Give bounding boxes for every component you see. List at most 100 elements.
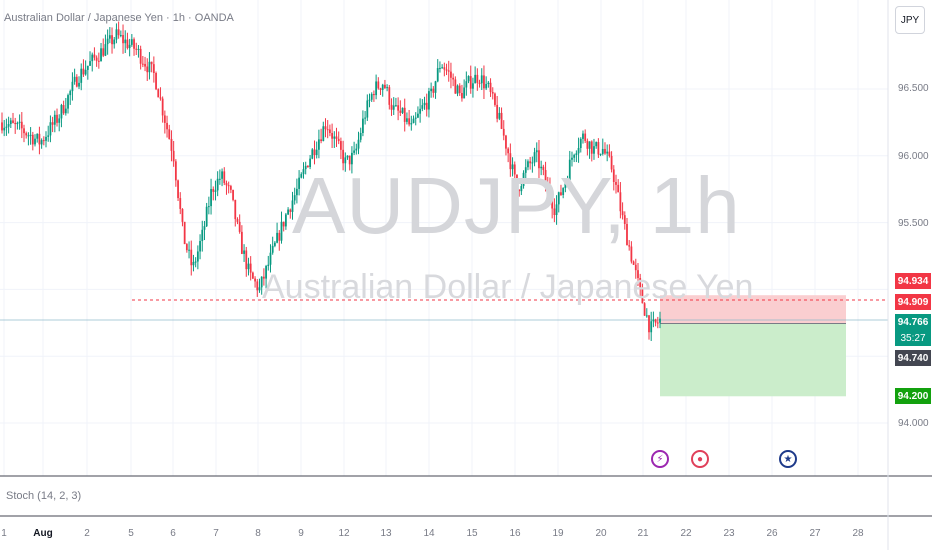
candle-body	[641, 287, 644, 304]
candle-body	[306, 165, 309, 167]
candle-body	[467, 76, 470, 82]
candle-body	[509, 153, 512, 170]
candle-body	[225, 183, 228, 186]
candle-body	[27, 135, 30, 137]
candle-body	[584, 133, 587, 141]
candle-body	[304, 165, 307, 170]
candle-body	[240, 231, 243, 254]
candle-body	[357, 139, 360, 149]
date-tick-label: 7	[213, 528, 219, 539]
candle-body	[322, 126, 325, 142]
candle-body	[487, 82, 490, 85]
candle-body	[364, 117, 367, 119]
candle-body	[335, 136, 338, 139]
stop-price-tag: 94.934	[895, 273, 931, 289]
candle-body	[632, 261, 635, 265]
candle-body	[124, 39, 127, 44]
candle-body	[97, 60, 100, 62]
candle-body	[566, 180, 569, 183]
candle-body	[634, 264, 637, 271]
candle-body	[113, 39, 116, 45]
candle-body	[3, 127, 6, 131]
candle-body	[31, 134, 34, 145]
candle-body	[183, 221, 186, 245]
candle-body	[454, 79, 457, 94]
candle-body	[630, 246, 633, 262]
candle-body	[69, 91, 72, 96]
candle-body	[262, 276, 265, 279]
candle-body	[62, 105, 65, 114]
candle-body	[612, 169, 615, 182]
candle-body	[86, 65, 89, 70]
candle-body	[223, 171, 226, 184]
candle-body	[379, 88, 382, 90]
candle-body	[258, 287, 261, 291]
candle-body	[207, 206, 210, 208]
candle-body	[542, 166, 545, 171]
candle-body	[461, 93, 463, 99]
watermark-name: Australian Dollar / Japanese Yen	[262, 268, 754, 306]
candle-body	[610, 155, 613, 170]
candle-body	[157, 89, 160, 98]
candle-body	[346, 155, 349, 158]
candle-body	[593, 146, 595, 154]
candle-body	[623, 215, 626, 224]
candle-body	[348, 155, 351, 165]
candle-body	[174, 161, 177, 181]
date-tick-label: 19	[552, 528, 564, 539]
candle-body	[465, 81, 468, 88]
candle-body	[104, 44, 107, 56]
candle-body	[64, 108, 67, 114]
candle-body	[441, 67, 444, 69]
candle-body	[315, 149, 318, 156]
candle-body	[590, 141, 593, 154]
candle-body	[271, 245, 274, 253]
date-tick-label: 9	[298, 528, 304, 539]
candle-body	[234, 199, 237, 220]
stoch-indicator-label[interactable]: Stoch (14, 2, 3)	[6, 490, 82, 502]
candle-body	[122, 35, 124, 44]
candle-body	[568, 159, 571, 181]
candle-body	[168, 129, 171, 139]
candle-body	[269, 252, 272, 265]
candle-body	[49, 122, 52, 136]
candle-body	[284, 214, 287, 227]
candle-body	[280, 221, 283, 241]
flag-au-icon[interactable]: ★	[779, 450, 797, 468]
candle-body	[432, 88, 435, 93]
candle-body	[476, 74, 479, 83]
candle-body	[181, 208, 184, 222]
candle-body	[601, 148, 604, 154]
candle-body	[494, 93, 496, 105]
candle-body	[29, 134, 32, 136]
candle-body	[45, 136, 47, 141]
candle-body	[163, 115, 166, 123]
candle-body	[155, 72, 157, 90]
lightning-icon[interactable]: ⚡	[651, 450, 669, 468]
candle-body	[637, 270, 639, 279]
candle-body	[102, 48, 105, 56]
candle-body	[117, 29, 120, 36]
candle-body	[652, 319, 655, 322]
candle-body	[126, 39, 129, 49]
candle-body	[516, 174, 518, 190]
date-tick-label: 16	[509, 528, 521, 539]
candle-body	[236, 219, 239, 222]
candle-body	[643, 303, 646, 316]
watermark-symbol: AUDJPY, 1h	[292, 161, 741, 250]
candle-body	[232, 189, 234, 200]
candle-body	[130, 39, 133, 45]
candle-body	[89, 61, 91, 66]
candle-body	[1, 122, 3, 131]
currency-button[interactable]: JPY	[895, 6, 925, 34]
candle-body	[159, 97, 162, 99]
dot-event-icon[interactable]: ●	[691, 450, 709, 468]
candle-body	[562, 188, 565, 195]
candle-body	[410, 123, 413, 125]
candle-body	[16, 122, 19, 125]
candle-body	[324, 126, 327, 130]
candle-body	[192, 261, 195, 266]
bar-countdown-tag: 35:27	[895, 330, 931, 346]
candle-body	[309, 158, 311, 167]
